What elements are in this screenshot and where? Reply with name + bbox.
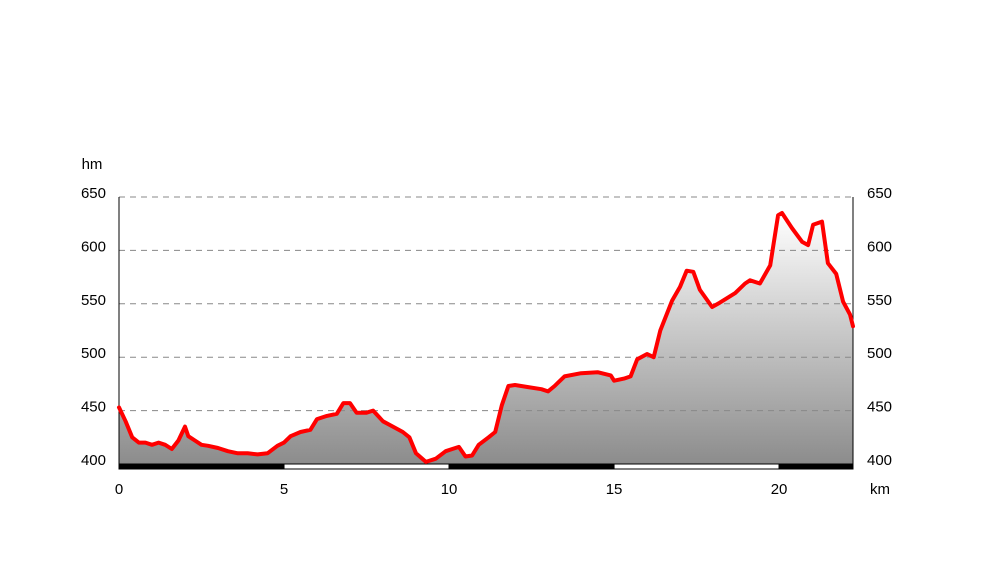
y-tick-label: 550 (81, 292, 106, 309)
y-tick-label: 400 (81, 452, 106, 469)
y2-tick-label: 650 (867, 185, 892, 202)
y2-tick-label: 450 (867, 399, 892, 416)
y2-tick-label: 600 (867, 238, 892, 255)
y2-tick-label: 500 (867, 345, 892, 362)
scale-bar-segment (448, 463, 615, 470)
x-axis-label: km (870, 481, 890, 498)
y-tick-label: 650 (81, 185, 106, 202)
y-axis-label: hm (82, 156, 103, 173)
scale-bar-segment (613, 463, 780, 470)
area-fill (119, 213, 853, 464)
x-tick-label: 0 (115, 481, 123, 498)
y-tick-label: 500 (81, 345, 106, 362)
elevation-line (117, 211, 855, 464)
scale-bar-segment (283, 463, 450, 470)
scale-bar-segment (118, 463, 285, 470)
x-tick-label: 15 (606, 481, 623, 498)
y2-tick-label: 400 (867, 452, 892, 469)
scale-bar-segment (778, 463, 854, 470)
x-tick-label: 10 (441, 481, 458, 498)
x-tick-label: 20 (771, 481, 788, 498)
x-tick-label: 5 (280, 481, 288, 498)
y2-tick-label: 550 (867, 292, 892, 309)
y-tick-label: 600 (81, 238, 106, 255)
y-tick-label: 450 (81, 399, 106, 416)
